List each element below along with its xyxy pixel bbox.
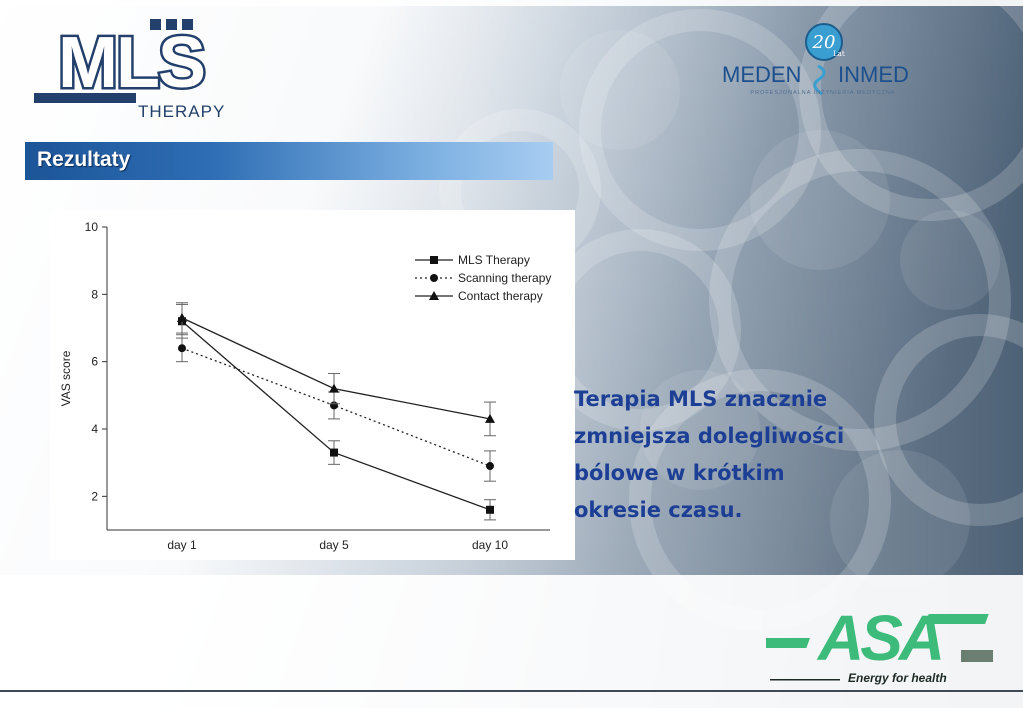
data-point — [486, 505, 494, 514]
y-axis-label: VAS score — [59, 350, 73, 406]
legend-marker — [430, 274, 438, 282]
claim-line-4: okresie czasu. — [574, 498, 743, 522]
data-point — [330, 448, 338, 457]
x-tick-label: day 1 — [167, 538, 197, 552]
x-tick-label: day 10 — [472, 538, 508, 552]
section-title: Rezultaty — [37, 148, 131, 171]
anniversary-badge: 20 — [812, 32, 836, 53]
data-point — [329, 383, 339, 393]
section-header-bar: Rezultaty — [25, 142, 553, 180]
anniversary-badge-sub: Lat — [833, 50, 845, 58]
legend-label: Contact therapy — [458, 289, 543, 303]
y-tick-label: 10 — [85, 220, 99, 234]
plot-background — [50, 210, 575, 560]
meden-inmed-logo: 20 Lat MEDEN INMED PROFESJONALNA INŻYNIE… — [722, 23, 909, 96]
data-point — [177, 312, 187, 322]
meden-tagline: PROFESJONALNA INŻYNIERIA MEDYCZNA — [750, 89, 895, 96]
claim-line-1: Terapia MLS znacznie — [574, 387, 828, 411]
data-point — [178, 344, 186, 353]
y-tick-label: 8 — [91, 287, 98, 301]
data-point — [485, 413, 495, 423]
mls-logo-subtitle: THERAPY — [138, 102, 225, 121]
asa-logo-text: ASA — [816, 602, 941, 674]
mls-logo-text: MLS — [58, 23, 204, 103]
y-tick-label: 6 — [91, 355, 98, 369]
claim-line-2: zmniejsza dolegliwości — [574, 424, 845, 448]
legend-marker — [430, 256, 438, 264]
data-point — [486, 462, 494, 471]
footer-divider — [0, 690, 1023, 692]
asa-logo: ASA Energy for health — [766, 602, 993, 685]
legend-label: Scanning therapy — [458, 271, 551, 285]
y-tick-label: 4 — [91, 422, 98, 436]
claim-line-3: bólowe w krótkim — [574, 461, 785, 485]
y-tick-label: 2 — [91, 489, 98, 503]
asa-tagline: Energy for health — [848, 671, 947, 685]
legend-label: MLS Therapy — [458, 253, 530, 267]
vas-score-chart: 2 4 6 8 10 day 1 day 5 day 10 VAS score MLS Thera… — [50, 210, 575, 560]
claim-text: Terapia MLS znacznie zmniejsza dolegliwo… — [574, 381, 904, 529]
inmed-text: INMED — [838, 62, 909, 87]
meden-text: MEDEN — [722, 62, 801, 87]
x-tick-label: day 5 — [319, 538, 349, 552]
mls-therapy-logo: MLS THERAPY — [34, 19, 225, 121]
legend-marker — [429, 291, 439, 300]
